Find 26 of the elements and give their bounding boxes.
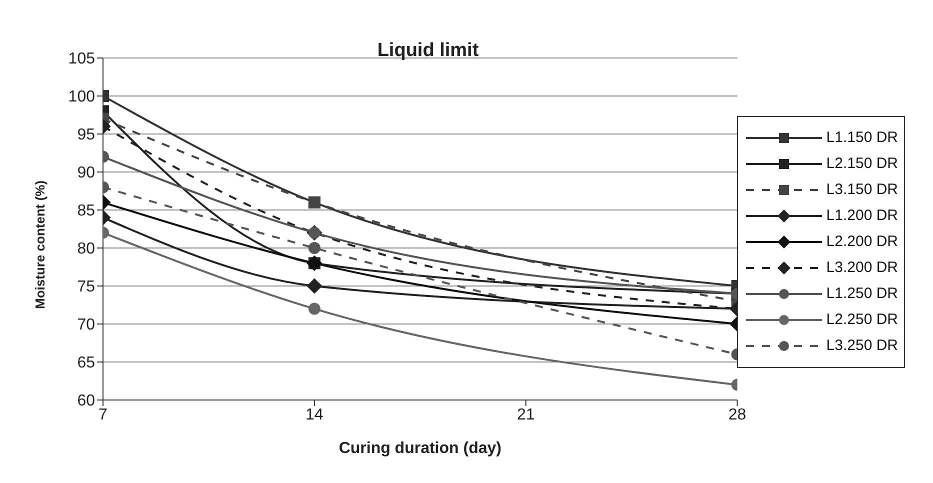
text: L2.250 DR bbox=[826, 311, 898, 328]
y-tick-label: 85 bbox=[77, 202, 96, 220]
legend-label: L3.200 DR bbox=[826, 259, 898, 276]
y-tick-label: 80 bbox=[77, 240, 96, 258]
text: L1.150 DR bbox=[826, 129, 898, 146]
chart-title: Liquid limit bbox=[377, 40, 480, 61]
y-tick-label: 70 bbox=[77, 316, 96, 334]
y-axis-title: Moisture content (%) bbox=[32, 180, 48, 309]
text: L3.150 DR bbox=[826, 181, 898, 198]
x-tick-label: 28 bbox=[728, 406, 746, 424]
y-tick-label: 60 bbox=[77, 392, 96, 410]
x-tick-label: 7 bbox=[98, 406, 108, 424]
text: L2.150 DR bbox=[826, 155, 898, 172]
y-tick-label: 75 bbox=[77, 278, 96, 296]
y-tick-label: 100 bbox=[68, 88, 96, 106]
y-tick-label: 90 bbox=[77, 164, 96, 182]
text: L3.250 DR bbox=[826, 337, 898, 354]
y-tick-label: 65 bbox=[77, 354, 96, 372]
x-tick-label: 21 bbox=[516, 406, 535, 424]
text: L1.250 DR bbox=[826, 285, 898, 302]
legend-label: L1.200 DR bbox=[826, 207, 898, 224]
y-tick-label: 105 bbox=[68, 50, 96, 68]
x-axis-title: Curing duration (day) bbox=[338, 440, 502, 457]
legend-label: L2.200 DR bbox=[826, 233, 898, 250]
y-tick-label: 95 bbox=[77, 126, 96, 144]
x-tick-label: 14 bbox=[306, 406, 324, 424]
